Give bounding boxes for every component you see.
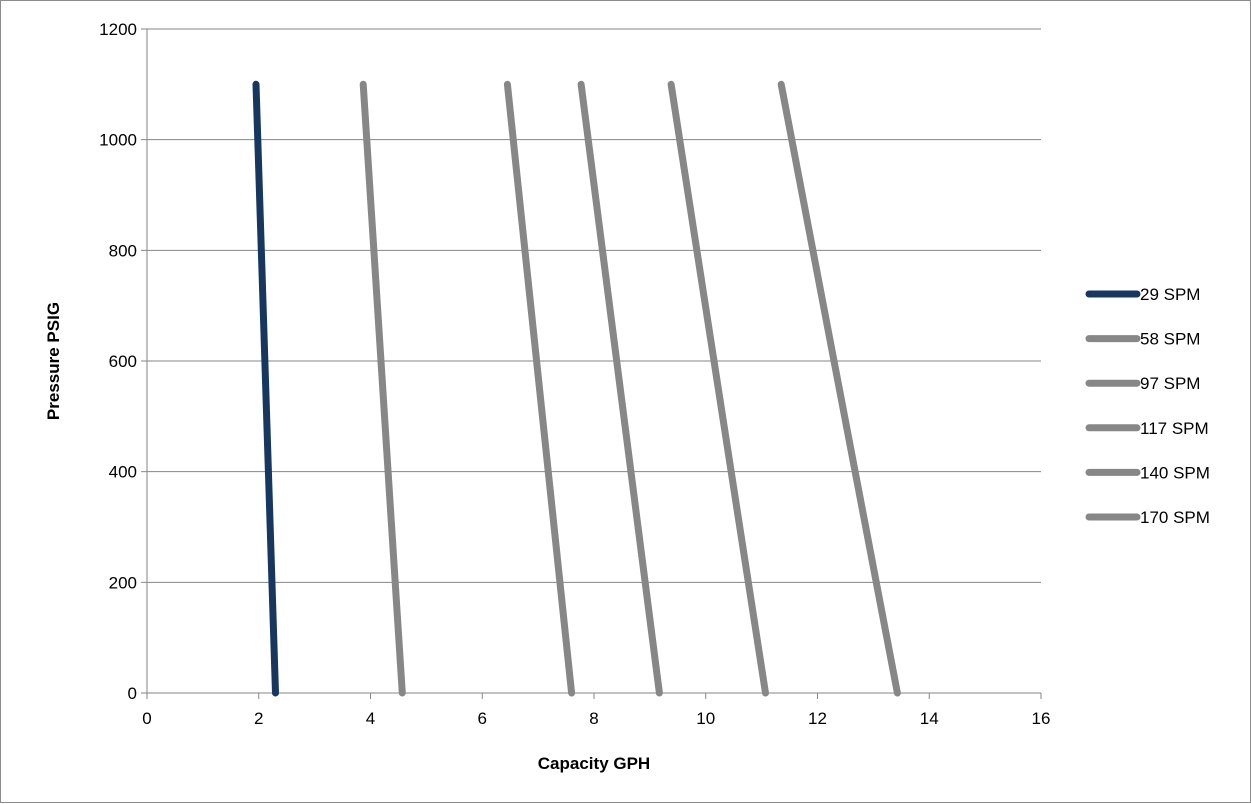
y-tick-label: 0 (128, 684, 137, 703)
x-axis-title: Capacity GPH (538, 754, 650, 773)
x-tick-label: 10 (696, 709, 715, 728)
y-tick-label: 400 (109, 463, 137, 482)
series-line (359, 80, 406, 697)
x-tick-label: 8 (589, 709, 598, 728)
series-line (667, 80, 769, 697)
x-tick-label: 6 (478, 709, 487, 728)
legend-label: 170 SPM (1140, 508, 1210, 527)
x-tick-labels: 0 2 4 6 8 10 12 14 16 (142, 693, 1050, 728)
y-tick-label: 200 (109, 573, 137, 592)
legend-label: 140 SPM (1140, 463, 1210, 482)
x-tick-label: 0 (142, 709, 151, 728)
y-tick-label: 600 (109, 352, 137, 371)
x-tick-label: 4 (366, 709, 375, 728)
y-tick-label: 1200 (99, 20, 137, 39)
series-line (503, 80, 576, 697)
series-line (252, 80, 279, 697)
x-tick-label: 16 (1032, 709, 1051, 728)
x-tick-label: 2 (254, 709, 263, 728)
y-tick-label: 800 (109, 241, 137, 260)
legend-label: 29 SPM (1140, 285, 1200, 304)
y-axis-title: Pressure PSIG (44, 302, 63, 420)
legend: 29 SPM 58 SPM 97 SPM 117 SPM 140 SPM 170 SPM (1085, 285, 1210, 527)
y-tick-labels: 0 200 400 600 800 1000 1200 (99, 20, 147, 703)
x-tick-label: 14 (920, 709, 939, 728)
series-line (577, 80, 663, 697)
x-tick-label: 12 (808, 709, 827, 728)
series-lines (252, 80, 901, 697)
legend-label: 58 SPM (1140, 330, 1200, 349)
legend-label: 117 SPM (1140, 419, 1209, 438)
series-line (777, 80, 901, 697)
gridlines (147, 28, 1041, 583)
legend-label: 97 SPM (1140, 374, 1200, 393)
y-tick-label: 1000 (99, 131, 137, 150)
